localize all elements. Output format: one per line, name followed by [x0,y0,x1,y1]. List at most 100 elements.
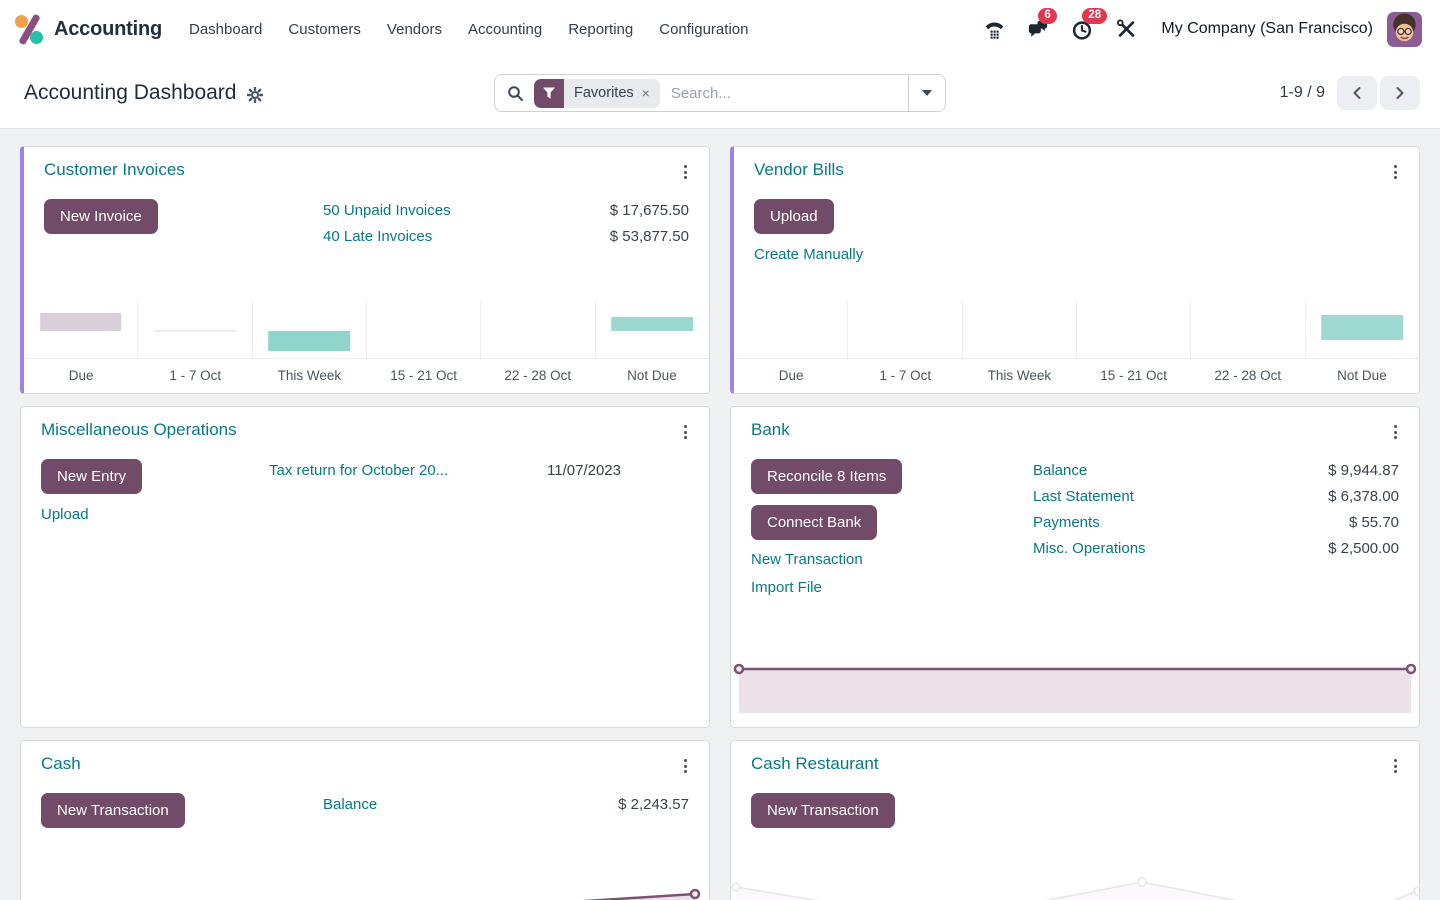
kebab-menu-icon[interactable] [1386,420,1405,444]
balance-amount: $ 2,243.57 [618,796,689,813]
upload-button[interactable]: Upload [754,199,834,234]
chart-marker [1413,886,1419,896]
voip-phone-icon[interactable] [975,12,1013,46]
menu-dashboard[interactable]: Dashboard [189,20,263,38]
card-customer-invoices: Customer Invoices New Invoice 50 Unpaid … [20,146,710,394]
chart-category-label: 22 - 28 Oct [1214,368,1282,383]
menu-accounting[interactable]: Accounting [467,20,543,38]
payments-amount: $ 55.70 [1348,514,1399,531]
messages-icon[interactable]: 6 [1019,8,1057,46]
chart-column [24,300,139,358]
search-input[interactable] [670,84,908,102]
entry-date: 11/07/2023 [547,462,621,479]
balance-link[interactable]: Balance [323,796,378,813]
customer-invoices-bar-chart[interactable]: Due 1 - 7 Oct This Week 15 - 21 Oct 22 - 28 … [24,300,709,393]
search-icon [507,85,524,102]
info-row: Last Statement $ 6,378.00 [1033,488,1399,505]
facet-remove-icon[interactable]: × [641,85,650,101]
chart-category-label: Due [778,368,804,383]
chart-column [138,300,253,358]
reconcile-items-button[interactable]: Reconcile 8 Items [751,459,903,494]
create-manually-link[interactable]: Create Manually [754,246,864,263]
chart-bar [39,313,122,331]
accounting-app-logo-icon [14,12,45,46]
chevron-left-icon [1353,87,1361,99]
last-statement-amount: $ 6,378.00 [1328,488,1399,505]
card-title[interactable]: Customer Invoices [44,160,185,179]
kebab-menu-icon[interactable] [676,754,695,778]
menu-configuration[interactable]: Configuration [659,20,749,38]
app-menu-button[interactable]: Accounting [14,12,162,46]
card-title[interactable]: Bank [751,420,790,439]
vendor-bills-bar-chart[interactable]: Due 1 - 7 Oct This Week 15 - 21 Oct 22 - 28 … [734,300,1419,393]
chart-bar [268,331,351,351]
search-bar[interactable]: Favorites × [494,74,946,112]
debug-tools-icon[interactable] [1107,12,1145,46]
balance-link[interactable]: Balance [1033,462,1088,479]
card-title[interactable]: Miscellaneous Operations [41,420,237,439]
card-title[interactable]: Cash [41,754,81,773]
cash-restaurant-line-chart[interactable] [731,876,1419,900]
chart-marker [1405,663,1417,675]
gear-icon[interactable] [247,84,264,103]
card-title[interactable]: Cash Restaurant [751,754,879,773]
facet-label: Favorites [574,85,634,101]
kebab-menu-icon[interactable] [676,160,695,184]
kebab-menu-icon[interactable] [1386,754,1405,778]
new-transaction-link[interactable]: New Transaction [751,551,863,568]
control-panel: Accounting Dashboard [0,58,1440,129]
misc-operations-amount: $ 2,500.00 [1328,540,1399,557]
pager-previous-button[interactable] [1337,76,1377,110]
connect-bank-button[interactable]: Connect Bank [751,505,878,540]
chart-category-label: This Week [277,368,342,383]
tax-return-link[interactable]: Tax return for October 20... [269,462,449,479]
kebab-menu-icon[interactable] [1386,160,1405,184]
search-facet-favorites: Favorites × [534,78,660,108]
top-navbar: Accounting Dashboard Customers Vendors A… [0,0,1440,58]
chart-bar [611,317,694,331]
app-name[interactable]: Accounting [54,17,162,40]
upload-link[interactable]: Upload [41,506,89,523]
payments-link[interactable]: Payments [1033,514,1100,531]
kebab-menu-icon[interactable] [676,420,695,444]
chart-category-label: 15 - 21 Oct [390,368,457,383]
menu-reporting[interactable]: Reporting [568,20,634,38]
chart-column [963,300,1077,358]
balance-amount: $ 9,944.87 [1328,462,1399,479]
chart-column [1077,300,1192,358]
chart-column [253,300,367,358]
bank-balance-line-chart[interactable] [731,656,1419,727]
chart-category-label: This Week [987,368,1052,383]
last-statement-link[interactable]: Last Statement [1033,488,1134,505]
search-dropdown-toggle[interactable] [908,75,945,111]
chart-category-label: 15 - 21 Oct [1100,368,1167,383]
company-switcher[interactable]: My Company (San Francisco) [1161,20,1373,37]
import-file-link[interactable]: Import File [751,579,822,596]
new-transaction-button[interactable]: New Transaction [41,793,185,828]
card-vendor-bills: Vendor Bills Upload Create Manually Due 1… [730,146,1420,394]
misc-operations-link[interactable]: Misc. Operations [1033,540,1146,557]
activities-clock-icon[interactable]: 28 [1063,8,1108,46]
chart-category-label: Not Due [1337,368,1387,383]
chart-category-label: 1 - 7 Oct [879,368,932,383]
chart-category-label: 22 - 28 Oct [504,368,572,383]
card-miscellaneous-operations: Miscellaneous Operations New Entry Uploa… [20,406,710,728]
new-transaction-button[interactable]: New Transaction [751,793,895,828]
info-row: Balance $ 2,243.57 [323,796,689,813]
card-bank: Bank Reconcile 8 Items Connect Bank New … [730,406,1420,728]
cash-balance-line-chart[interactable] [21,876,709,900]
pager-next-button[interactable] [1380,76,1420,110]
card-title[interactable]: Vendor Bills [754,160,844,179]
menu-vendors[interactable]: Vendors [386,20,442,38]
unpaid-invoices-link[interactable]: 50 Unpaid Invoices [323,202,451,219]
chart-bar [154,330,236,332]
messages-badge: 6 [1038,8,1057,24]
pager-value[interactable]: 1-9 / 9 [1279,84,1325,101]
new-invoice-button[interactable]: New Invoice [44,199,158,234]
user-avatar[interactable] [1387,11,1422,47]
late-invoices-link[interactable]: 40 Late Invoices [323,228,433,245]
page-title: Accounting Dashboard [24,81,237,104]
new-entry-button[interactable]: New Entry [41,459,143,494]
menu-customers[interactable]: Customers [288,20,361,38]
pager: 1-9 / 9 [1280,76,1420,110]
